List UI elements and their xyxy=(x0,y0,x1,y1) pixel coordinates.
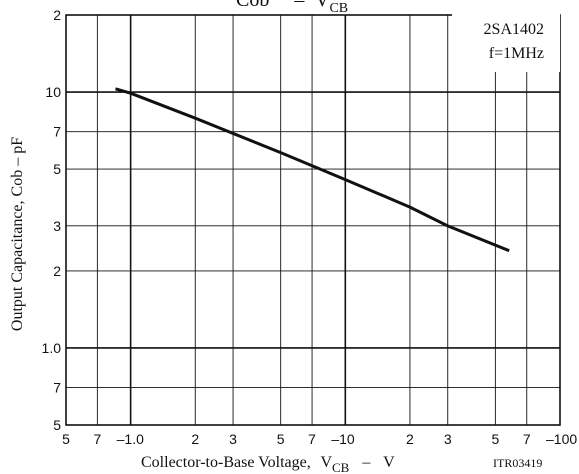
y-axis-label: Output Capacitance, Cob – pF xyxy=(9,137,26,331)
x-tick-label: 7 xyxy=(308,431,316,447)
y-tick-label: 7 xyxy=(53,124,61,140)
x-tick-label: –10 xyxy=(331,431,355,447)
legend-part-number: 2SA1402 xyxy=(484,21,544,38)
y-tick-label: 5 xyxy=(53,161,61,177)
y-tick-label: 5 xyxy=(53,417,61,433)
x-axis-label-unit: V xyxy=(383,454,395,471)
series-layer xyxy=(115,87,510,253)
title-v-sub: CB xyxy=(329,1,348,16)
x-tick-label: 3 xyxy=(229,431,237,447)
x-axis-label-text: Collector-to-Base Voltage, xyxy=(141,454,311,471)
y-tick-label: 2 xyxy=(53,7,61,23)
plot-frame xyxy=(65,14,561,426)
title-main: Cob xyxy=(236,0,269,11)
x-axis-label-v: V xyxy=(320,454,332,471)
title-dash: – xyxy=(293,0,305,11)
x-tick-label: 5 xyxy=(62,431,70,447)
y-tick-label: 10 xyxy=(45,84,61,100)
x-tick-label: 7 xyxy=(523,431,531,447)
x-axis-label-v-sub: CB xyxy=(332,460,350,474)
x-tick-label: 5 xyxy=(491,431,499,447)
title-v: V xyxy=(315,0,330,11)
chart-title: Cob – VCB xyxy=(236,0,348,16)
series-line xyxy=(115,87,510,253)
y-tick-label: 2 xyxy=(53,263,61,279)
x-tick-label: 7 xyxy=(93,431,101,447)
legend-frequency: f=1MHz xyxy=(489,45,544,62)
y-tick-label: 1.0 xyxy=(42,340,62,356)
figure-code: ITR03419 xyxy=(493,456,542,470)
grid xyxy=(66,15,560,425)
y-tick-labels: 5 7 1.0 2 3 5 7 10 2 xyxy=(42,7,62,433)
y-tick-label: 7 xyxy=(53,380,61,396)
x-tick-label: 5 xyxy=(277,431,285,447)
x-tick-label: –100 xyxy=(546,431,577,447)
x-tick-label: 2 xyxy=(191,431,199,447)
x-tick-label: –1.0 xyxy=(117,431,144,447)
y-tick-label: 3 xyxy=(53,218,61,234)
x-axis-label: Collector-to-Base Voltage, VCB – V xyxy=(141,454,395,474)
x-tick-label: 2 xyxy=(406,431,414,447)
legend-background xyxy=(452,14,560,72)
x-tick-label: 3 xyxy=(444,431,452,447)
x-tick-labels: 5 7 –1.0 2 3 5 7 –10 2 3 5 7 –100 xyxy=(62,431,577,447)
x-axis-label-dash: – xyxy=(361,454,371,471)
